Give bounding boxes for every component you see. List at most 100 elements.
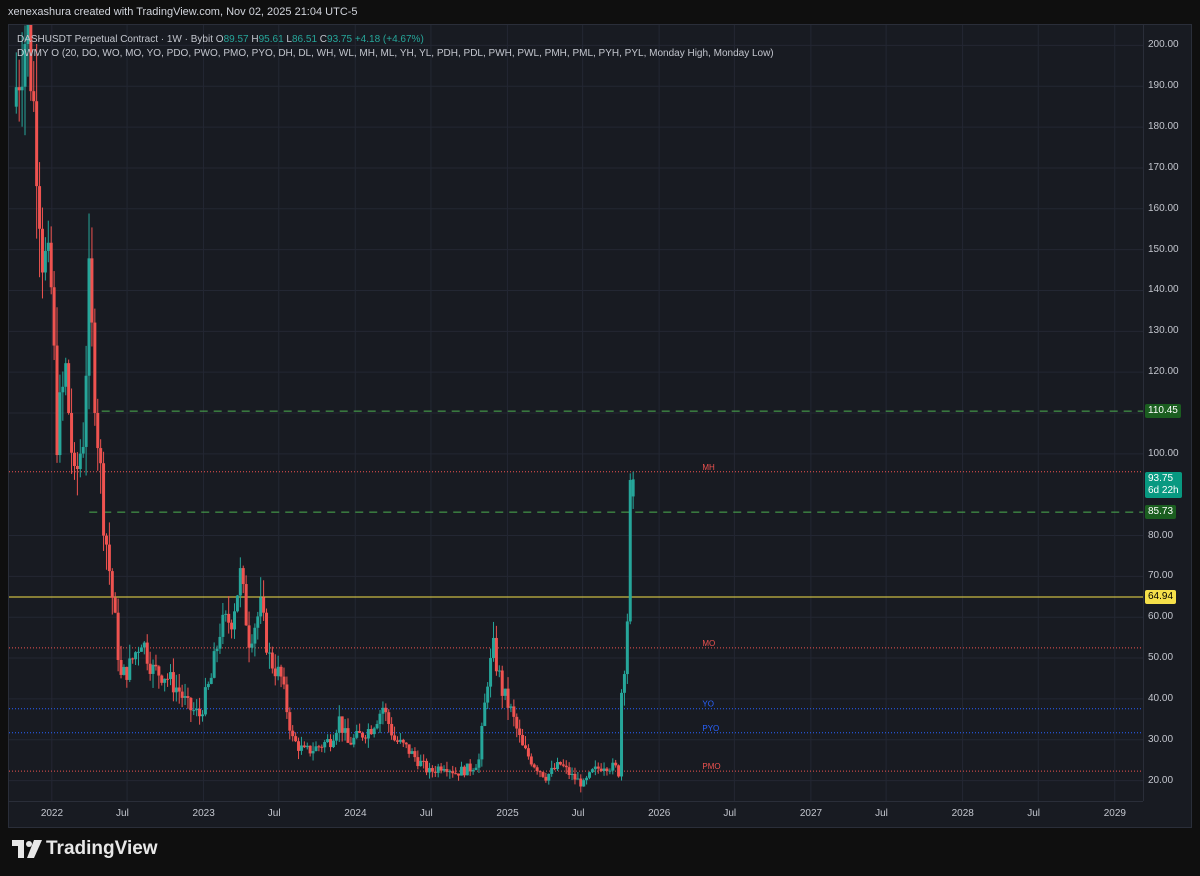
price-plot[interactable]: MH MO YO PYO PMO [9, 25, 1143, 801]
candle-body [96, 412, 100, 449]
candle-body [535, 767, 539, 772]
legend-indicator[interactable]: DWMY O (20, DO, WO, MO, YO, PDO, PWO, PM… [17, 48, 774, 59]
time-tick-label: 2026 [648, 808, 671, 819]
candle-body [136, 651, 140, 653]
candle-body [270, 652, 274, 669]
candle-body [160, 675, 164, 683]
candle-body [218, 636, 222, 649]
price-tick-label: 190.00 [1148, 80, 1179, 92]
candle-body [538, 771, 542, 773]
price-tick-label: 80.00 [1148, 529, 1174, 541]
candle-body [564, 765, 568, 768]
candle-body [422, 760, 426, 762]
candle-body [299, 745, 303, 751]
candle-body [599, 768, 603, 771]
candle-body [593, 766, 597, 770]
candle-body [166, 678, 170, 680]
candle-body [544, 776, 548, 781]
candle-body [119, 659, 123, 675]
candle-body [128, 658, 132, 680]
candle-body [395, 740, 399, 742]
price-tick-label: 30.00 [1148, 733, 1174, 745]
candle-body [168, 672, 172, 679]
level-label-pmo: PMO [702, 762, 720, 771]
candle-body [241, 568, 245, 585]
candle-body [474, 767, 478, 771]
candle-body [471, 770, 475, 772]
candle-body [358, 730, 362, 733]
time-tick-label: Jul [875, 808, 888, 819]
candle-body [439, 766, 443, 771]
candle-body [523, 745, 527, 749]
candle-body [361, 732, 365, 738]
candle-body [541, 772, 545, 777]
candle-body [608, 770, 612, 772]
candle-body [84, 375, 88, 447]
tradingview-logo-icon [12, 840, 42, 858]
candle-body [282, 676, 286, 685]
candle-body [70, 412, 74, 453]
candle-body [142, 642, 146, 648]
candle-body [29, 25, 33, 92]
time-tick-label: 2027 [799, 808, 823, 819]
time-tick-label: 2029 [1103, 808, 1126, 819]
candle-body [352, 737, 356, 745]
candle-body [14, 87, 18, 107]
candle-body [579, 778, 583, 787]
candle-body [87, 258, 91, 376]
candle-body [40, 228, 44, 273]
price-tick-label: 60.00 [1148, 611, 1174, 623]
level-label-pyo: PYO [702, 724, 719, 733]
candle-body [314, 746, 318, 752]
candle-body [349, 742, 353, 745]
candle-body [509, 706, 513, 708]
candle-body [585, 777, 589, 781]
candle-body [154, 664, 158, 667]
price-tick-label: 200.00 [1148, 39, 1179, 51]
price-tick-label: 170.00 [1148, 161, 1179, 173]
candle-body [401, 739, 405, 743]
legend-low: 86.51 [291, 34, 318, 45]
candle-body [477, 759, 481, 768]
candle-body [427, 768, 431, 773]
candle-body [355, 730, 359, 738]
candle-body [480, 725, 484, 760]
candle-body [326, 739, 330, 743]
level-label-yo: YO [702, 700, 714, 709]
time-tick-label: 2025 [496, 808, 519, 819]
candle-body [157, 666, 161, 676]
candle-body [468, 763, 472, 772]
candle-body [407, 744, 411, 754]
candle-body [631, 479, 635, 497]
candle-body [570, 773, 574, 775]
candle-body [462, 766, 466, 776]
candle-body [317, 746, 321, 748]
candle-body [617, 765, 621, 777]
candle-body [515, 716, 519, 729]
time-axis[interactable]: 2022 Jul 2023 Jul 2024 Jul 2025 Jul 2026 Jul 2027 J… [9, 801, 1143, 828]
time-tick-label: Jul [267, 808, 281, 819]
candle-body [43, 250, 47, 273]
candle-body [116, 612, 120, 660]
candle-body [302, 745, 306, 748]
level-label-mo: MO [702, 639, 715, 648]
candle-body [26, 25, 30, 45]
chart-frame[interactable]: DASHUSDT Perpetual Contract · 1W · Bybit… [8, 24, 1192, 828]
candle-body [35, 101, 39, 187]
candle-body [262, 597, 266, 613]
candle-body [233, 611, 237, 630]
candle-body [620, 692, 624, 777]
price-badge: 85.73 [1145, 505, 1177, 520]
candle-body [320, 746, 324, 748]
candle-body [23, 44, 27, 87]
tradingview-logo[interactable]: TradingView [12, 838, 158, 860]
candle-body [532, 764, 536, 768]
candle-body [334, 732, 338, 741]
candle-body [224, 613, 228, 615]
candle-body [459, 766, 463, 776]
legend-symbol[interactable]: DASHUSDT Perpetual Contract · 1W · Bybit [17, 34, 213, 45]
candle-body [171, 672, 175, 693]
candle-body [151, 664, 155, 674]
candle-body [183, 696, 187, 698]
candle-body [494, 637, 498, 672]
